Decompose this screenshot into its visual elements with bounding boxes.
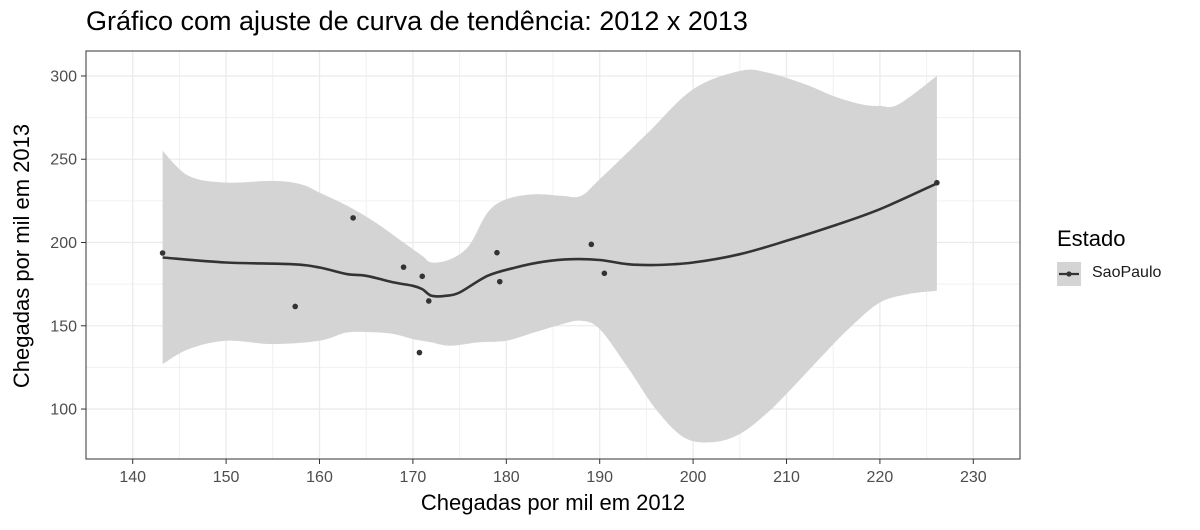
plot-border: [85, 50, 1021, 460]
y-tick-label: 150: [50, 318, 77, 335]
y-tick-label: 250: [50, 152, 77, 169]
x-axis-label: Chegadas por mil em 2012: [420, 490, 686, 515]
x-tick-label: 210: [773, 469, 800, 486]
data-point: [400, 264, 407, 270]
x-tick-label: 170: [400, 469, 427, 486]
y-axis-ticks: 100 150 200 250 300: [50, 68, 86, 419]
data-point: [419, 273, 426, 280]
data-point: [601, 270, 608, 277]
x-tick-label: 150: [213, 469, 240, 486]
x-tick-label: 140: [119, 469, 146, 486]
data-point: [425, 298, 432, 304]
y-tick-label: 300: [50, 68, 77, 85]
data-point: [934, 179, 940, 186]
legend-label-saopaulo: SaoPaulo: [1092, 264, 1162, 281]
data-point: [588, 241, 595, 248]
data-point: [494, 249, 500, 256]
data-point: [350, 215, 356, 221]
y-axis-label: Chegadas por mil em 2013: [9, 123, 34, 389]
x-tick-label: 190: [586, 469, 613, 486]
data-point: [159, 250, 166, 256]
confidence-band: [162, 69, 937, 443]
chart-title: Gráfico com ajuste de curva de tendência…: [86, 6, 748, 36]
y-tick-label: 100: [50, 402, 77, 419]
y-tick-label: 200: [50, 235, 77, 252]
legend-key-saopaulo: [1057, 262, 1081, 286]
x-tick-label: 160: [306, 469, 333, 486]
x-tick-label: 220: [867, 469, 894, 486]
data-points: [159, 179, 940, 356]
trend-curve: [162, 182, 938, 298]
x-tick-label: 200: [680, 469, 707, 486]
data-point: [496, 278, 503, 285]
x-tick-label: 180: [493, 469, 520, 486]
data-point: [416, 349, 423, 356]
data-point: [292, 303, 299, 310]
x-tick-label: 230: [960, 469, 987, 486]
legend-title: Estado: [1057, 226, 1126, 251]
x-axis-ticks: 140 150 160 170 180 190 200 210 220 230: [119, 459, 987, 486]
